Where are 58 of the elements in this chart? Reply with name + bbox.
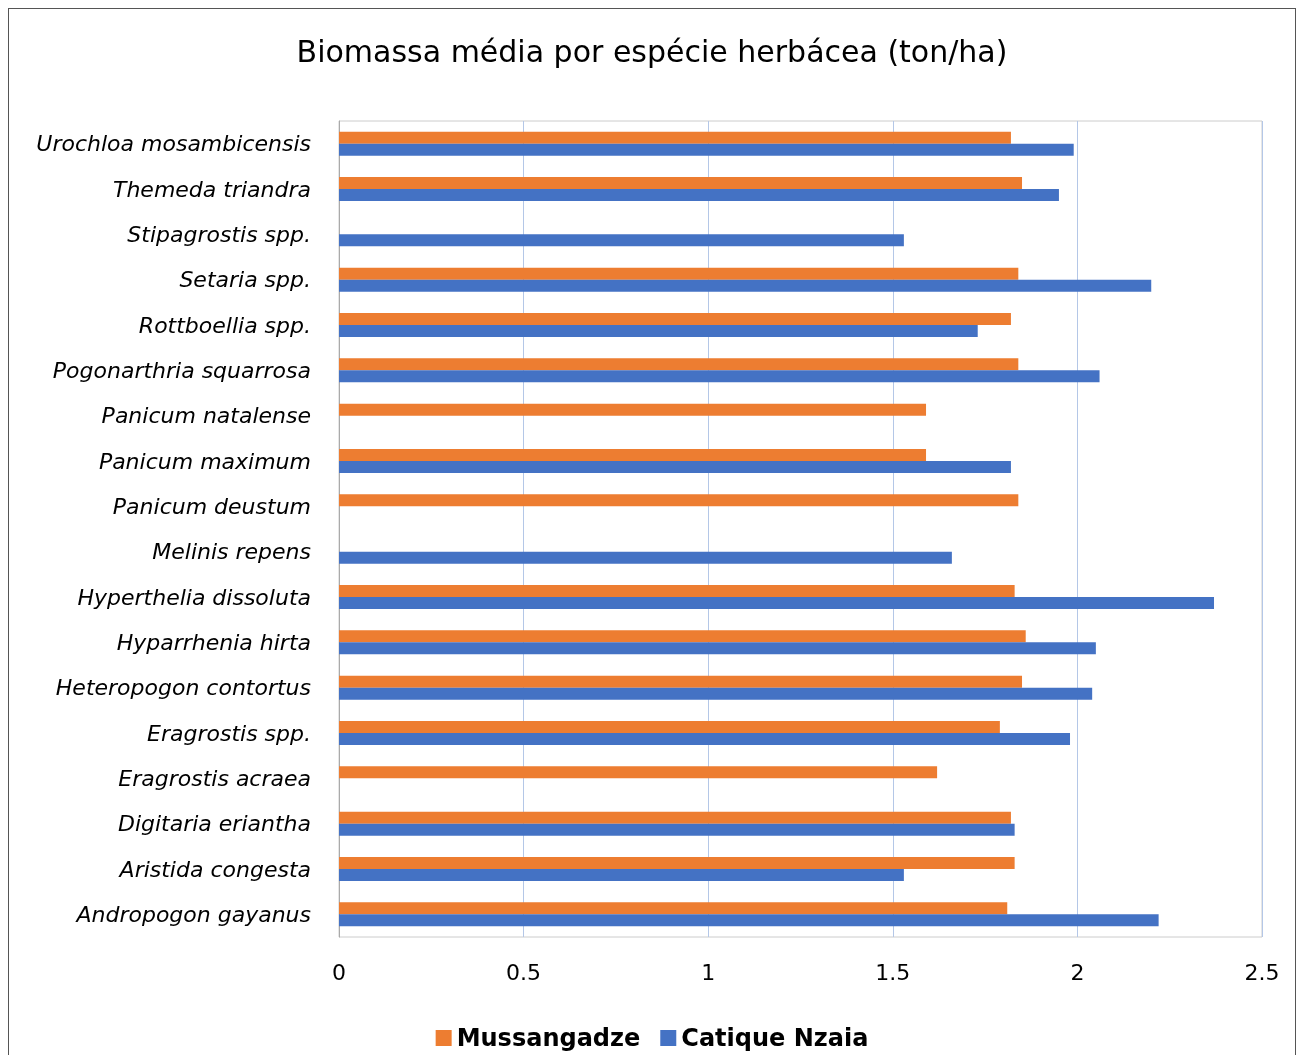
legend-label: Catique Nzaia — [681, 1024, 869, 1052]
legend-label: Mussangadze — [456, 1024, 641, 1052]
bar — [339, 189, 1059, 201]
bar — [339, 494, 1019, 507]
y-tick-label: Rottboellia spp. — [138, 312, 311, 338]
y-tick-label: Urochloa mosambicensis — [36, 131, 311, 157]
bar — [339, 131, 1011, 144]
y-tick-label: Andropogon gayanus — [74, 901, 311, 927]
bar — [339, 370, 1100, 383]
bar — [339, 313, 1011, 325]
bar — [339, 143, 1074, 156]
bar — [339, 914, 1159, 927]
bar — [339, 234, 904, 247]
x-tick-label: 0.5 — [506, 959, 542, 985]
y-tick-label: Themeda triandra — [112, 176, 311, 202]
bar — [339, 630, 1026, 643]
bar — [339, 675, 1023, 688]
y-tick-label: Panicum natalense — [101, 403, 311, 429]
bar — [339, 823, 1015, 836]
y-tick-label: Digitaria eriantha — [117, 811, 311, 837]
bar — [339, 551, 952, 564]
bar — [339, 902, 1008, 915]
bar — [339, 325, 978, 337]
bar — [339, 869, 904, 881]
bar — [339, 642, 1096, 655]
bar — [339, 585, 1015, 597]
y-tick-label: Panicum deustum — [112, 493, 311, 519]
y-tick-label: Hyperthelia dissoluta — [77, 584, 311, 610]
bar — [339, 461, 1011, 473]
y-tick-label: Setaria spp. — [179, 267, 311, 293]
y-tick-label: Heteropogon contortus — [55, 675, 311, 701]
x-tick-label: 1.5 — [875, 959, 911, 985]
y-tick-label: Panicum maximum — [98, 448, 311, 474]
bar — [339, 403, 927, 416]
bar — [339, 267, 1019, 280]
y-tick-label: Melinis repens — [152, 539, 311, 565]
y-tick-label: Pogonarthria squarrosa — [52, 357, 311, 383]
bar — [339, 733, 1071, 745]
bar — [339, 177, 1023, 189]
chart-title: Biomassa média por espécie herbácea (ton/ha) — [296, 33, 1008, 69]
y-tick-label: Eragrostis spp. — [147, 720, 311, 746]
x-tick-label: 2 — [1070, 959, 1085, 985]
x-tick-label: 2.5 — [1244, 959, 1280, 985]
x-tick-label: 0 — [332, 959, 346, 985]
bar — [339, 449, 927, 461]
x-tick-label: 1 — [701, 959, 716, 985]
bar — [339, 687, 1093, 700]
bar — [339, 721, 1000, 733]
bar — [339, 857, 1015, 869]
bar — [339, 766, 938, 779]
y-tick-label: Hyparrhenia hirta — [116, 629, 311, 655]
bar — [339, 597, 1214, 609]
bar — [339, 811, 1011, 824]
bar — [339, 279, 1152, 292]
y-tick-label: Eragrostis acraea — [118, 765, 311, 791]
y-tick-label: Aristida congesta — [117, 856, 311, 882]
y-tick-label: Stipagrostis spp. — [127, 221, 311, 247]
bar — [339, 358, 1019, 371]
